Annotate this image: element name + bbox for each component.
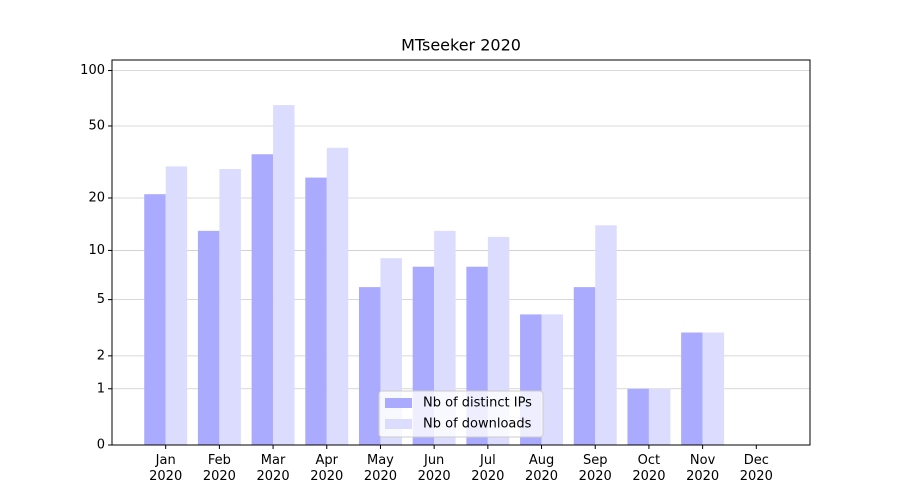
bar bbox=[681, 332, 703, 445]
bar bbox=[219, 169, 241, 446]
bar bbox=[627, 388, 649, 445]
bar bbox=[273, 105, 295, 446]
bar bbox=[165, 166, 188, 445]
x-tick-label: Jun 2020 bbox=[417, 453, 451, 484]
x-tick-label: May 2020 bbox=[363, 453, 397, 484]
bar bbox=[251, 154, 274, 445]
bar bbox=[648, 388, 671, 445]
chart-title: MTseeker 2020 bbox=[401, 36, 521, 55]
x-tick-label: Jul 2020 bbox=[471, 453, 505, 484]
x-tick-label: Aug 2020 bbox=[524, 453, 559, 484]
bar bbox=[573, 287, 596, 445]
bar bbox=[702, 332, 725, 445]
x-tick-label: Apr 2020 bbox=[310, 453, 344, 484]
legend-frame bbox=[378, 390, 544, 438]
legend-label: Nb of downloads bbox=[423, 417, 532, 432]
legend-label: Nb of distinct IPs bbox=[423, 396, 532, 411]
bar bbox=[326, 147, 349, 446]
x-tick-label: Jan 2020 bbox=[149, 453, 183, 484]
plot-frame bbox=[111, 59, 811, 446]
bar bbox=[144, 194, 166, 445]
legend-swatch bbox=[385, 419, 412, 429]
bar bbox=[197, 230, 220, 445]
x-tick-label: Oct 2020 bbox=[632, 453, 666, 484]
bar bbox=[595, 225, 617, 445]
bar bbox=[541, 314, 564, 445]
x-tick-label: Feb 2020 bbox=[202, 453, 236, 484]
y-tick-label: 50 bbox=[88, 118, 105, 133]
bar bbox=[358, 287, 381, 445]
y-tick-label: 1 bbox=[97, 381, 105, 396]
y-tick-label: 0 bbox=[97, 438, 105, 453]
y-tick-label: 10 bbox=[88, 243, 105, 258]
x-tick-label: Nov 2020 bbox=[686, 453, 720, 484]
legend: Nb of distinct IPs Nb of downloads bbox=[378, 390, 544, 438]
legend-swatch bbox=[385, 398, 412, 408]
y-tick-label: 100 bbox=[80, 63, 105, 78]
x-tick-label: Dec 2020 bbox=[739, 453, 773, 484]
y-tick-label: 20 bbox=[88, 190, 105, 205]
x-tick-label: Mar 2020 bbox=[256, 453, 290, 484]
y-tick-label: 5 bbox=[97, 292, 105, 307]
bar bbox=[305, 177, 327, 445]
x-tick-label: Sep 2020 bbox=[578, 453, 612, 484]
y-tick-label: 2 bbox=[97, 348, 105, 363]
